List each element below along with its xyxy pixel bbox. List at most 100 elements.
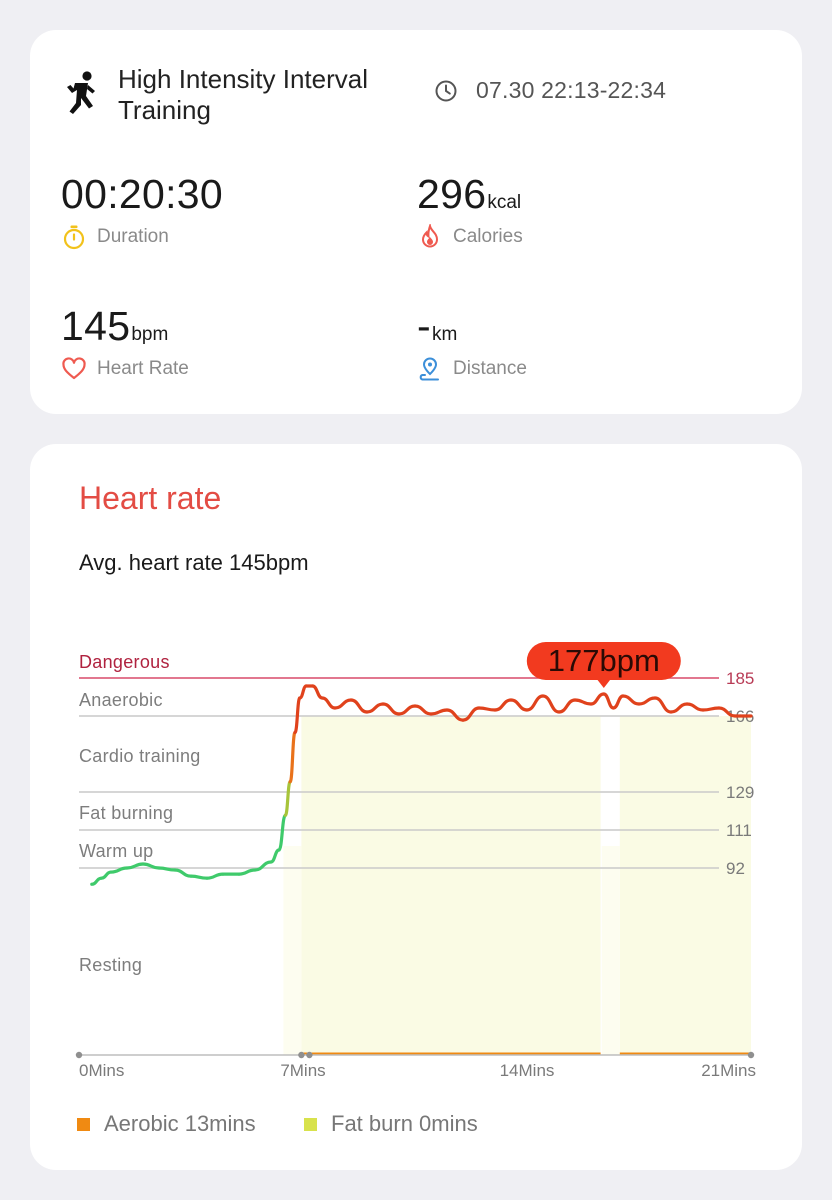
duration-label-row: Duration xyxy=(61,224,224,250)
y-tick-label: 185 xyxy=(726,669,754,688)
heart-rate-line-segment xyxy=(320,696,337,710)
x-axis-dot xyxy=(75,1051,83,1059)
heart-rate-line-segment xyxy=(277,813,287,852)
legend-aerobic: Aerobic 13mins xyxy=(77,1111,256,1137)
heart-rate-line-segment xyxy=(293,696,302,735)
legend-fat-burn-swatch xyxy=(304,1117,317,1131)
heart-rate-line-segment xyxy=(602,692,615,710)
clock-icon xyxy=(435,80,457,102)
peak-label: 177bpm xyxy=(548,643,660,678)
zone-label: Dangerous xyxy=(79,652,170,672)
duration-metric: 00:20:30 Duration xyxy=(61,171,224,250)
heart-rate-line-segment xyxy=(189,874,209,880)
calories-metric: 296kcal Calories xyxy=(417,171,523,250)
x-tick-label: 21Mins xyxy=(701,1061,756,1080)
heart-rate-line-segment xyxy=(349,698,369,714)
distance-unit: km xyxy=(431,324,458,345)
heart-rate-line-segment xyxy=(653,696,673,714)
legend-fat-burn: Fat burn 0mins xyxy=(304,1111,478,1137)
heart-rate-line-segment xyxy=(253,860,273,872)
heart-rate-line-segment xyxy=(173,868,193,878)
duration-label: Duration xyxy=(97,226,169,247)
stopwatch-icon xyxy=(63,225,85,250)
distance-value: - xyxy=(417,303,431,349)
heart-rate-line-segment xyxy=(157,866,177,872)
heart-rate-unit: bpm xyxy=(131,324,169,345)
heart-rate-line-segment xyxy=(397,704,417,716)
zone-label: Cardio training xyxy=(79,746,201,766)
zone-transition-band xyxy=(601,846,620,1055)
heart-icon xyxy=(62,357,86,380)
heart-rate-line-segment xyxy=(611,694,625,710)
average-heart-rate: Avg. heart rate 145bpm xyxy=(79,550,309,575)
distance-label: Distance xyxy=(453,358,527,379)
y-tick-label: 129 xyxy=(726,783,754,802)
heart-rate-line-segment xyxy=(717,706,737,718)
duration-value-row: 00:20:30 xyxy=(61,171,224,218)
heart-rate-line-segment xyxy=(413,704,433,716)
heart-rate-line-segment xyxy=(477,706,497,712)
aerobic-zone-band xyxy=(619,716,751,1055)
legend-aerobic-swatch xyxy=(77,1117,90,1131)
zone-label: Anaerobic xyxy=(79,690,163,710)
distance-value-row: -km xyxy=(417,303,527,350)
heart-rate-label: Heart Rate xyxy=(97,358,189,379)
x-axis-dot xyxy=(306,1051,313,1059)
heart-rate-line-segment xyxy=(573,698,593,706)
heart-rate-line-segment xyxy=(429,708,449,716)
heart-rate-title: Heart rate xyxy=(79,480,222,516)
heart-rate-line-segment xyxy=(311,684,324,700)
heart-rate-line-segment xyxy=(445,708,465,722)
heart-rate-line-segment xyxy=(637,696,657,706)
flame-icon xyxy=(421,224,439,248)
heart-rate-line-segment xyxy=(141,862,161,870)
zone-label: Warm up xyxy=(79,841,153,861)
heart-rate-line-segment xyxy=(333,698,353,710)
heart-rate-line-segment xyxy=(288,730,297,784)
y-tick-label: 92 xyxy=(726,859,745,878)
legend-fat-burn-label: Fat burn 0mins xyxy=(331,1111,478,1136)
heart-rate-line-segment xyxy=(701,706,721,712)
location-pin-icon xyxy=(419,357,439,381)
heart-rate-line-segment xyxy=(557,698,577,714)
heart-rate-value-row: 145bpm xyxy=(61,303,189,350)
heart-rate-line-segment xyxy=(298,684,308,700)
workout-summary-card: High Intensity Interval Training 07.30 2… xyxy=(30,30,802,414)
zone-label: Fat burning xyxy=(79,803,173,823)
heart-rate-line-segment xyxy=(493,698,513,712)
heart-rate-line-segment xyxy=(669,702,689,714)
heart-rate-card: Heart rate Avg. heart rate 145bpm Danger… xyxy=(30,444,802,1170)
heart-rate-line-segment xyxy=(99,870,113,880)
heart-rate-line-segment xyxy=(269,848,281,864)
distance-label-row: Distance xyxy=(417,356,527,382)
x-tick-label: 0Mins xyxy=(79,1061,124,1080)
heart-rate-line-segment xyxy=(509,698,529,712)
heart-rate-value: 145 xyxy=(61,303,131,349)
workout-time-range: 07.30 22:13-22:34 xyxy=(476,77,667,103)
heart-rate-line-segment xyxy=(381,702,401,716)
heart-rate-line-segment xyxy=(90,876,103,886)
calories-label: Calories xyxy=(453,226,523,247)
workout-title: High Intensity Interval Training xyxy=(118,64,369,125)
heart-rate-line-segment xyxy=(621,694,641,706)
heart-rate-line-segment xyxy=(365,702,385,714)
aerobic-zone-band xyxy=(301,716,601,1055)
running-person-icon xyxy=(67,71,95,114)
heart-rate-line-segment xyxy=(541,694,561,714)
x-axis-dot xyxy=(298,1051,305,1059)
heart-rate-line-segment xyxy=(525,694,545,712)
x-axis-dot xyxy=(747,1051,755,1059)
heart-rate-label-row: Heart Rate xyxy=(61,356,189,382)
distance-metric: -km Distance xyxy=(417,303,527,382)
x-tick-label: 14Mins xyxy=(500,1061,555,1080)
heart-rate-line-segment xyxy=(237,868,257,876)
x-tick-label: 7Mins xyxy=(280,1061,325,1080)
heart-rate-chart: Dangerous Anaerobic Cardio training Fat bur… xyxy=(75,642,756,1080)
calories-value-row: 296kcal xyxy=(417,171,523,218)
y-tick-label: 111 xyxy=(726,821,752,840)
peak-badge xyxy=(526,642,681,680)
calories-label-row: Calories xyxy=(417,224,523,250)
heart-rate-line-segment xyxy=(283,780,292,817)
zone-transition-band xyxy=(283,846,302,1055)
duration-value: 00:20:30 xyxy=(61,171,223,217)
